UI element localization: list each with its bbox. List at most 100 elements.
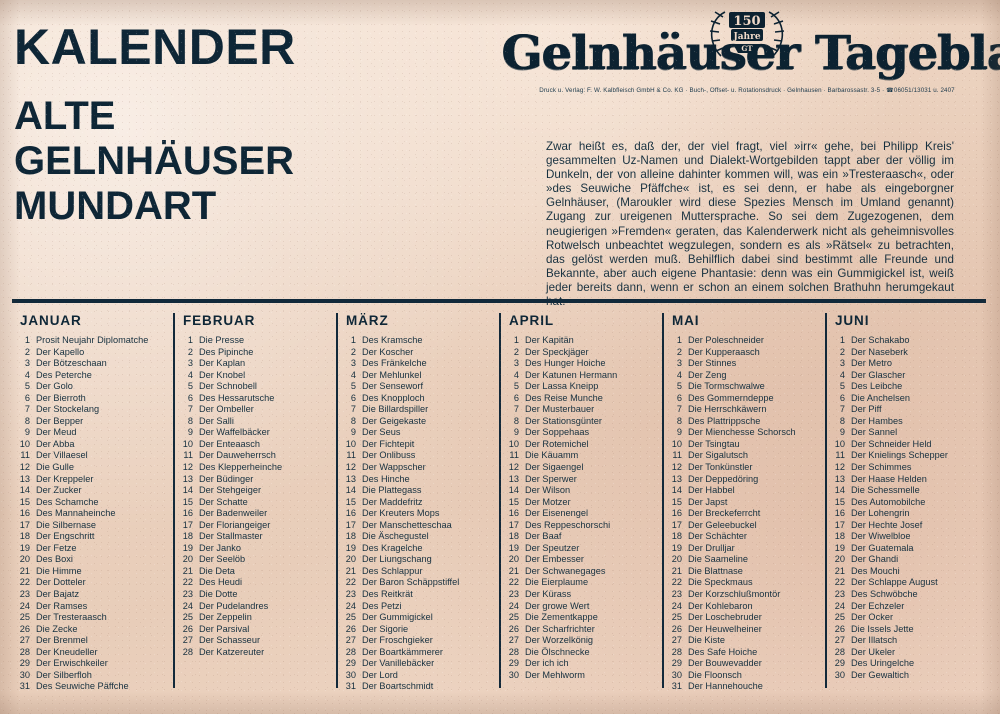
day-number: 19 [834,542,845,553]
day-entry: 22 Die Eierplaume [507,577,660,589]
day-nickname: Der Tsingtau [688,438,740,449]
page-subtitle: ALTE GELNHÄUSER MUNDART [14,94,484,228]
day-number: 20 [182,554,193,565]
day-nickname: Der Sperwer [525,473,577,484]
day-number: 14 [345,485,356,496]
day-entry: 17 Der Hechte Josef [833,520,986,532]
day-nickname: Der Poleschneider [688,335,764,345]
day-number: 28 [182,646,193,657]
day-number: 3 [676,358,682,369]
day-number: 4 [513,369,519,380]
day-entry: 3 Des Fränkelche [344,358,497,370]
day-number: 6 [513,392,519,403]
day-entry: 11 Der Onlibuss [344,450,497,462]
day-number: 30 [671,669,682,680]
day-number: 13 [345,473,356,484]
day-number: 22 [671,577,682,588]
day-nickname: Der Brenmel [36,635,88,646]
day-number: 7 [839,404,845,415]
day-entry: 5 Der Senseworf [344,381,497,393]
day-nickname: Der Glascher [851,369,906,380]
day-nickname: Der Gewaltich [851,669,909,680]
day-entry: 7 Der Musterbauer [507,404,660,416]
day-nickname: Der Golo [36,381,73,392]
day-entry: 12 Der Tonkünstler [670,462,823,474]
day-entry: 28 Der Katzereuter [181,647,334,659]
day-number: 11 [346,450,356,461]
month-heading: MÄRZ [346,313,389,328]
day-nickname: Der Kupperaasch [688,346,760,357]
day-number: 4 [24,369,30,380]
day-number: 22 [834,577,845,588]
day-nickname: Der Schimmes [851,462,912,473]
day-nickname: Der Bajatz [36,589,80,600]
day-entry: 18 Der Schächter [670,531,823,543]
day-entry: 8 Der Stationsgünter [507,416,660,428]
day-entry: 27 Der Schasseur [181,635,334,647]
day-entry: 18 Der Wiwelbloe [833,531,986,543]
day-number: 4 [187,369,193,380]
day-entry: 30 Der Silberfloh [18,670,171,682]
day-number: 21 [19,565,30,576]
day-number: 21 [182,565,193,576]
day-entry: 6 Der Bierroth [18,393,171,405]
day-entry: 15 Des Schamche [18,497,171,509]
day-nickname: Der Hechte Josef [851,519,923,530]
day-nickname: Die Floonsch [688,669,742,680]
subtitle-line-2: GELNHÄUSER [14,138,295,183]
day-number: 2 [676,346,682,357]
day-entry: 25 Der Tresteraasch [18,612,171,624]
day-number: 16 [671,508,682,519]
month-columns: JANUAR 1 Prosit Neujahr Diplomatche 2 Der Ka… [12,313,988,691]
day-nickname: Der Illatsch [851,635,898,646]
day-entry: 15 Der Motzer [507,497,660,509]
day-nickname: Der Lord [362,669,398,680]
day-number: 5 [676,381,682,392]
day-nickname: Der Hannehouche [688,681,763,692]
day-nickname: Des Peterche [36,369,92,380]
day-number: 8 [839,415,845,426]
day-entry: 26 Die Zecke [18,624,171,636]
day-number: 7 [676,404,682,415]
day-nickname: Der Kneudeller [36,646,98,657]
day-nickname: Der Heuwelheiner [688,623,762,634]
day-entry: 19 Des Kragelche [344,543,497,555]
day-entry: 26 Der Parsival [181,624,334,636]
day-entry: 8 Der Hambes [833,416,986,428]
day-entry: 12 Die Gulle [18,462,171,474]
day-entry: 17 Der Floriangeiger [181,520,334,532]
day-entry: 6 Des Knopploch [344,393,497,405]
day-entry: 23 Des Schwöbche [833,589,986,601]
day-number: 26 [182,623,193,634]
day-nickname: Der Haase Helden [851,473,927,484]
day-nickname: Der Sigaengel [525,462,584,473]
day-entry: 6 Die Anchelsen [833,393,986,405]
day-nickname: Der Kapello [36,346,85,357]
day-entry: 23 Des Reitkrät [344,589,497,601]
day-nickname: Der Katunen Hermann [525,369,618,380]
day-number: 7 [350,404,356,415]
day-number: 27 [508,635,519,646]
day-nickname: Die Schessmelle [851,485,920,496]
day-nickname: Die Himme [36,565,82,576]
day-entry: 16 Der Kreuters Mops [344,508,497,520]
day-entry: 29 Des Uringelche [833,658,986,670]
month-column: APRIL 1 Der Kapitän 2 Der Speckjäger 3 Des Hun… [499,313,662,688]
day-number: 31 [19,681,30,692]
day-number: 8 [24,415,30,426]
month-column: JANUAR 1 Prosit Neujahr Diplomatche 2 Der Ka… [12,313,173,691]
day-number: 18 [19,531,30,542]
day-nickname: Der Echzeler [851,600,905,611]
day-nickname: Der Mienchesse Schorsch [688,427,796,438]
day-nickname: Der Seelöb [199,554,246,565]
day-number: 2 [187,346,193,357]
day-nickname: Des Leibche [851,381,903,392]
day-number: 7 [24,404,30,415]
day-entry: 2 Der Kapello [18,347,171,359]
day-nickname: Des Schwöbche [851,589,918,600]
day-entry: 10 Der Schneider Held [833,439,986,451]
day-nickname: Die Blattnase [688,565,743,576]
day-entry: 14 Der Stehgeiger [181,485,334,497]
day-nickname: Der Stationsgünter [525,415,602,426]
day-entry: 30 Die Floonsch [670,670,823,682]
